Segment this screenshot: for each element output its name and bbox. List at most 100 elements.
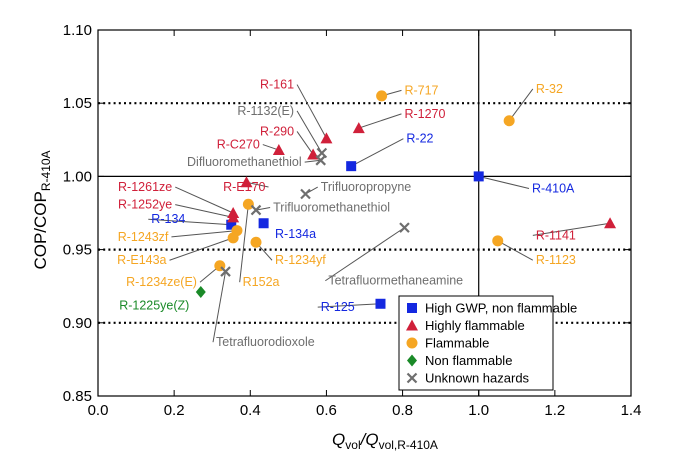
leader-line xyxy=(212,271,227,343)
point-trifluoropropyne xyxy=(300,188,311,200)
label-r-1123: R-1123 xyxy=(536,253,576,267)
y-tick-label: 1.05 xyxy=(63,95,92,112)
y-tick-label: 0.95 xyxy=(63,242,92,259)
label-r-1261ze: R-1261ze xyxy=(118,180,172,194)
label-r-1225ye-z: R-1225ye(Z) xyxy=(119,299,189,313)
label-r152a: R152a xyxy=(243,275,280,289)
label-r-22: R-22 xyxy=(406,132,433,146)
label-r-161: R-161 xyxy=(260,78,294,92)
label-r-32: R-32 xyxy=(536,82,563,96)
leader-line xyxy=(239,204,249,283)
x-tick-label: 1.4 xyxy=(621,402,642,419)
label-r-134: R-134 xyxy=(151,212,185,226)
leader-line xyxy=(148,218,232,226)
x-axis-title: Qvol/Qvol,R-410A xyxy=(332,430,438,452)
label-tetrafluormethaneamine: Tetrafluormethaneamine xyxy=(328,274,463,288)
legend-item-hgwp: High GWP, non flammable xyxy=(425,301,577,316)
point-difluoromethanethiol xyxy=(315,155,326,166)
legend: High GWP, non flammable Highly flammable F… xyxy=(398,295,577,391)
point-r-32 xyxy=(503,115,515,127)
label-trifluoromethanethiol: Trifluoromethanethiol xyxy=(273,201,390,215)
point-r152a xyxy=(242,198,254,210)
point-tetrafluormethaneamine xyxy=(399,222,410,233)
legend-marker-non xyxy=(407,354,417,367)
label-r-1270: R-1270 xyxy=(404,107,445,121)
leader-line xyxy=(478,175,530,189)
point-trifluoromethanethiol xyxy=(250,204,262,216)
point-r-134a xyxy=(258,218,269,229)
leader-line xyxy=(296,110,323,154)
legend-item-unk: Unknown hazards xyxy=(425,371,530,386)
legend-item-flam: Flammable xyxy=(425,336,489,351)
label-r-290: R-290 xyxy=(260,124,294,138)
leader-line xyxy=(350,138,404,167)
x-tick-label: 0.0 xyxy=(88,402,109,419)
point-r-410a xyxy=(473,171,484,182)
label-tetrafluorodioxole: Tetrafluorodioxole xyxy=(216,335,315,349)
leader-line xyxy=(317,303,381,308)
y-tick-label: 1.10 xyxy=(63,22,92,39)
legend-marker-high xyxy=(406,319,418,331)
plot-frame xyxy=(97,29,632,397)
label-r-410a: R-410A xyxy=(532,182,575,196)
point-r-1270 xyxy=(352,122,365,134)
point-r-134 xyxy=(226,219,237,230)
x-tick-label: 0.2 xyxy=(164,402,185,419)
label-r-125: R-125 xyxy=(321,300,355,314)
point-r-1123 xyxy=(492,235,504,247)
y-tick-label: 1.00 xyxy=(63,168,92,185)
legend-marker-hgwp xyxy=(407,303,417,313)
leader-line xyxy=(532,222,611,236)
leader-line xyxy=(304,159,321,163)
point-r-e170 xyxy=(240,176,253,188)
leader-line xyxy=(255,207,271,211)
leader-line xyxy=(296,84,327,139)
x-tick-label: 0.4 xyxy=(240,402,261,419)
x-tick-label: 0.8 xyxy=(392,402,413,419)
point-r-1141 xyxy=(604,217,617,229)
point-r-1234yf xyxy=(250,236,262,248)
label-r-1252ye: R-1252ye xyxy=(118,198,172,212)
label-r-1234yf: R-1234yf xyxy=(275,253,326,267)
x-tick-label: 1.0 xyxy=(468,402,489,419)
point-r-c270 xyxy=(272,144,285,156)
label-r-717: R-717 xyxy=(404,83,438,97)
leader-line xyxy=(296,131,314,155)
label-r-134a: R-134a xyxy=(275,227,316,241)
leader-line xyxy=(508,88,534,122)
leader-line xyxy=(175,204,234,218)
y-axis-title: COP/COPR-410A xyxy=(31,150,53,269)
label-r-1234ze-e: R-1234ze(E) xyxy=(126,275,197,289)
label-r-1243zf: R-1243zf xyxy=(118,230,169,244)
point-r-1252ye xyxy=(227,211,240,223)
x-tick-label: 0.6 xyxy=(316,402,337,419)
label-r-1132-e: R-1132(E) xyxy=(237,104,294,118)
legend-item-non: Non flammable xyxy=(425,353,512,368)
leader-line xyxy=(497,240,534,261)
label-trifluoropropyne: Trifluoropropyne xyxy=(321,180,412,194)
leader-line xyxy=(169,237,234,261)
y-tick-label: 0.85 xyxy=(63,388,92,405)
point-r-161 xyxy=(320,132,333,144)
x-tick-label: 1.2 xyxy=(544,402,565,419)
point-r-125 xyxy=(375,298,386,309)
point-r-717 xyxy=(376,90,388,102)
leader-line xyxy=(325,227,405,282)
label-r-e143a: R-E143a xyxy=(117,253,166,267)
legend-marker-flam xyxy=(406,337,418,349)
leader-line xyxy=(171,230,238,238)
point-r-22 xyxy=(346,161,357,172)
point-tetrafluorodioxole xyxy=(220,266,231,277)
point-r-1225ye-z xyxy=(195,286,206,299)
y-tick-label: 0.90 xyxy=(63,315,92,332)
label-difluoromethanethiol: Difluoromethanethiol xyxy=(187,155,302,169)
label-r-1141: R-1141 xyxy=(536,228,576,242)
label-r-e170: R-E170 xyxy=(223,180,265,194)
legend-item-high: Highly flammable xyxy=(425,318,525,333)
legend-box xyxy=(398,295,554,391)
leader-line xyxy=(358,113,402,129)
legend-marker-unk xyxy=(406,372,418,384)
label-r-c270: R-C270 xyxy=(217,138,260,152)
point-r-e143a xyxy=(227,232,239,244)
